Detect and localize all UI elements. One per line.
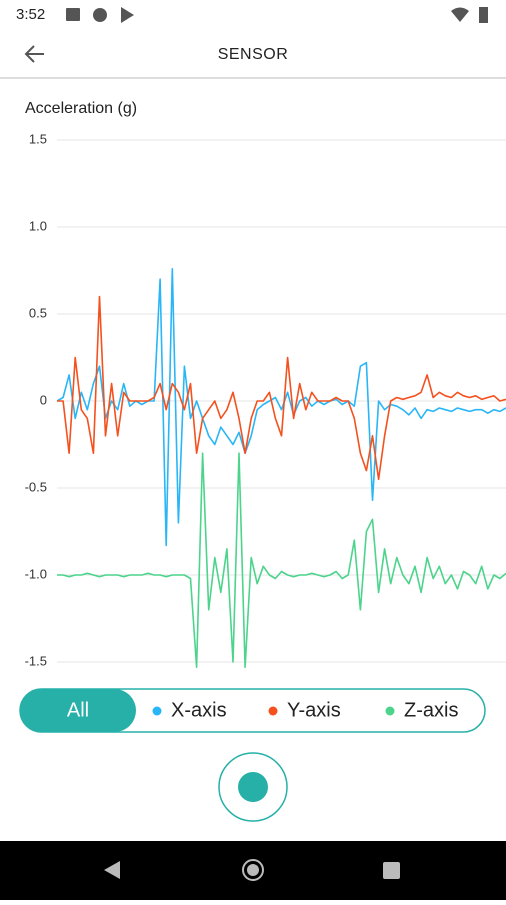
status-time: 3:52: [16, 6, 45, 23]
plot: 1.5 1.0 0.5 0 -0.5 -1.0 -1.5: [25, 131, 506, 668]
y-tick-label: 0.5: [29, 305, 47, 320]
nav-home[interactable]: [242, 859, 264, 881]
series-line: [57, 452, 506, 668]
battery-icon: [479, 7, 488, 23]
nav-home-dot: [247, 864, 259, 876]
legend-dot: [268, 706, 278, 716]
y-tick-label: 0: [40, 392, 47, 407]
y-tick-label: 1.0: [29, 218, 47, 233]
y-tick-label: 1.5: [29, 131, 47, 146]
record-dot: [238, 772, 268, 802]
filter-all[interactable]: [20, 689, 136, 732]
status-icon: [93, 8, 107, 22]
nav-recents[interactable]: [383, 862, 400, 879]
legend: X-axis Y-axis Z-axis: [152, 699, 458, 721]
legend-dot: [152, 706, 162, 716]
legend-label[interactable]: Y-axis: [287, 699, 341, 721]
y-tick-label: -1.0: [25, 566, 47, 581]
back-button[interactable]: [24, 45, 44, 63]
status-icon: [121, 7, 134, 23]
app-title: SENSOR: [218, 46, 289, 63]
legend-dot: [385, 706, 395, 716]
y-tick-label: -0.5: [25, 479, 47, 494]
y-axis-label: Acceleration (g): [25, 100, 137, 117]
nav-back[interactable]: [104, 861, 120, 879]
status-icon: [66, 8, 80, 21]
y-tick-label: -1.5: [25, 653, 47, 668]
legend-label[interactable]: Z-axis: [404, 699, 458, 721]
wifi-icon: [451, 7, 469, 22]
filter-all-label[interactable]: All: [67, 699, 89, 721]
series-line: [56, 268, 506, 547]
series-line: [57, 295, 506, 481]
legend-label[interactable]: X-axis: [171, 699, 227, 721]
